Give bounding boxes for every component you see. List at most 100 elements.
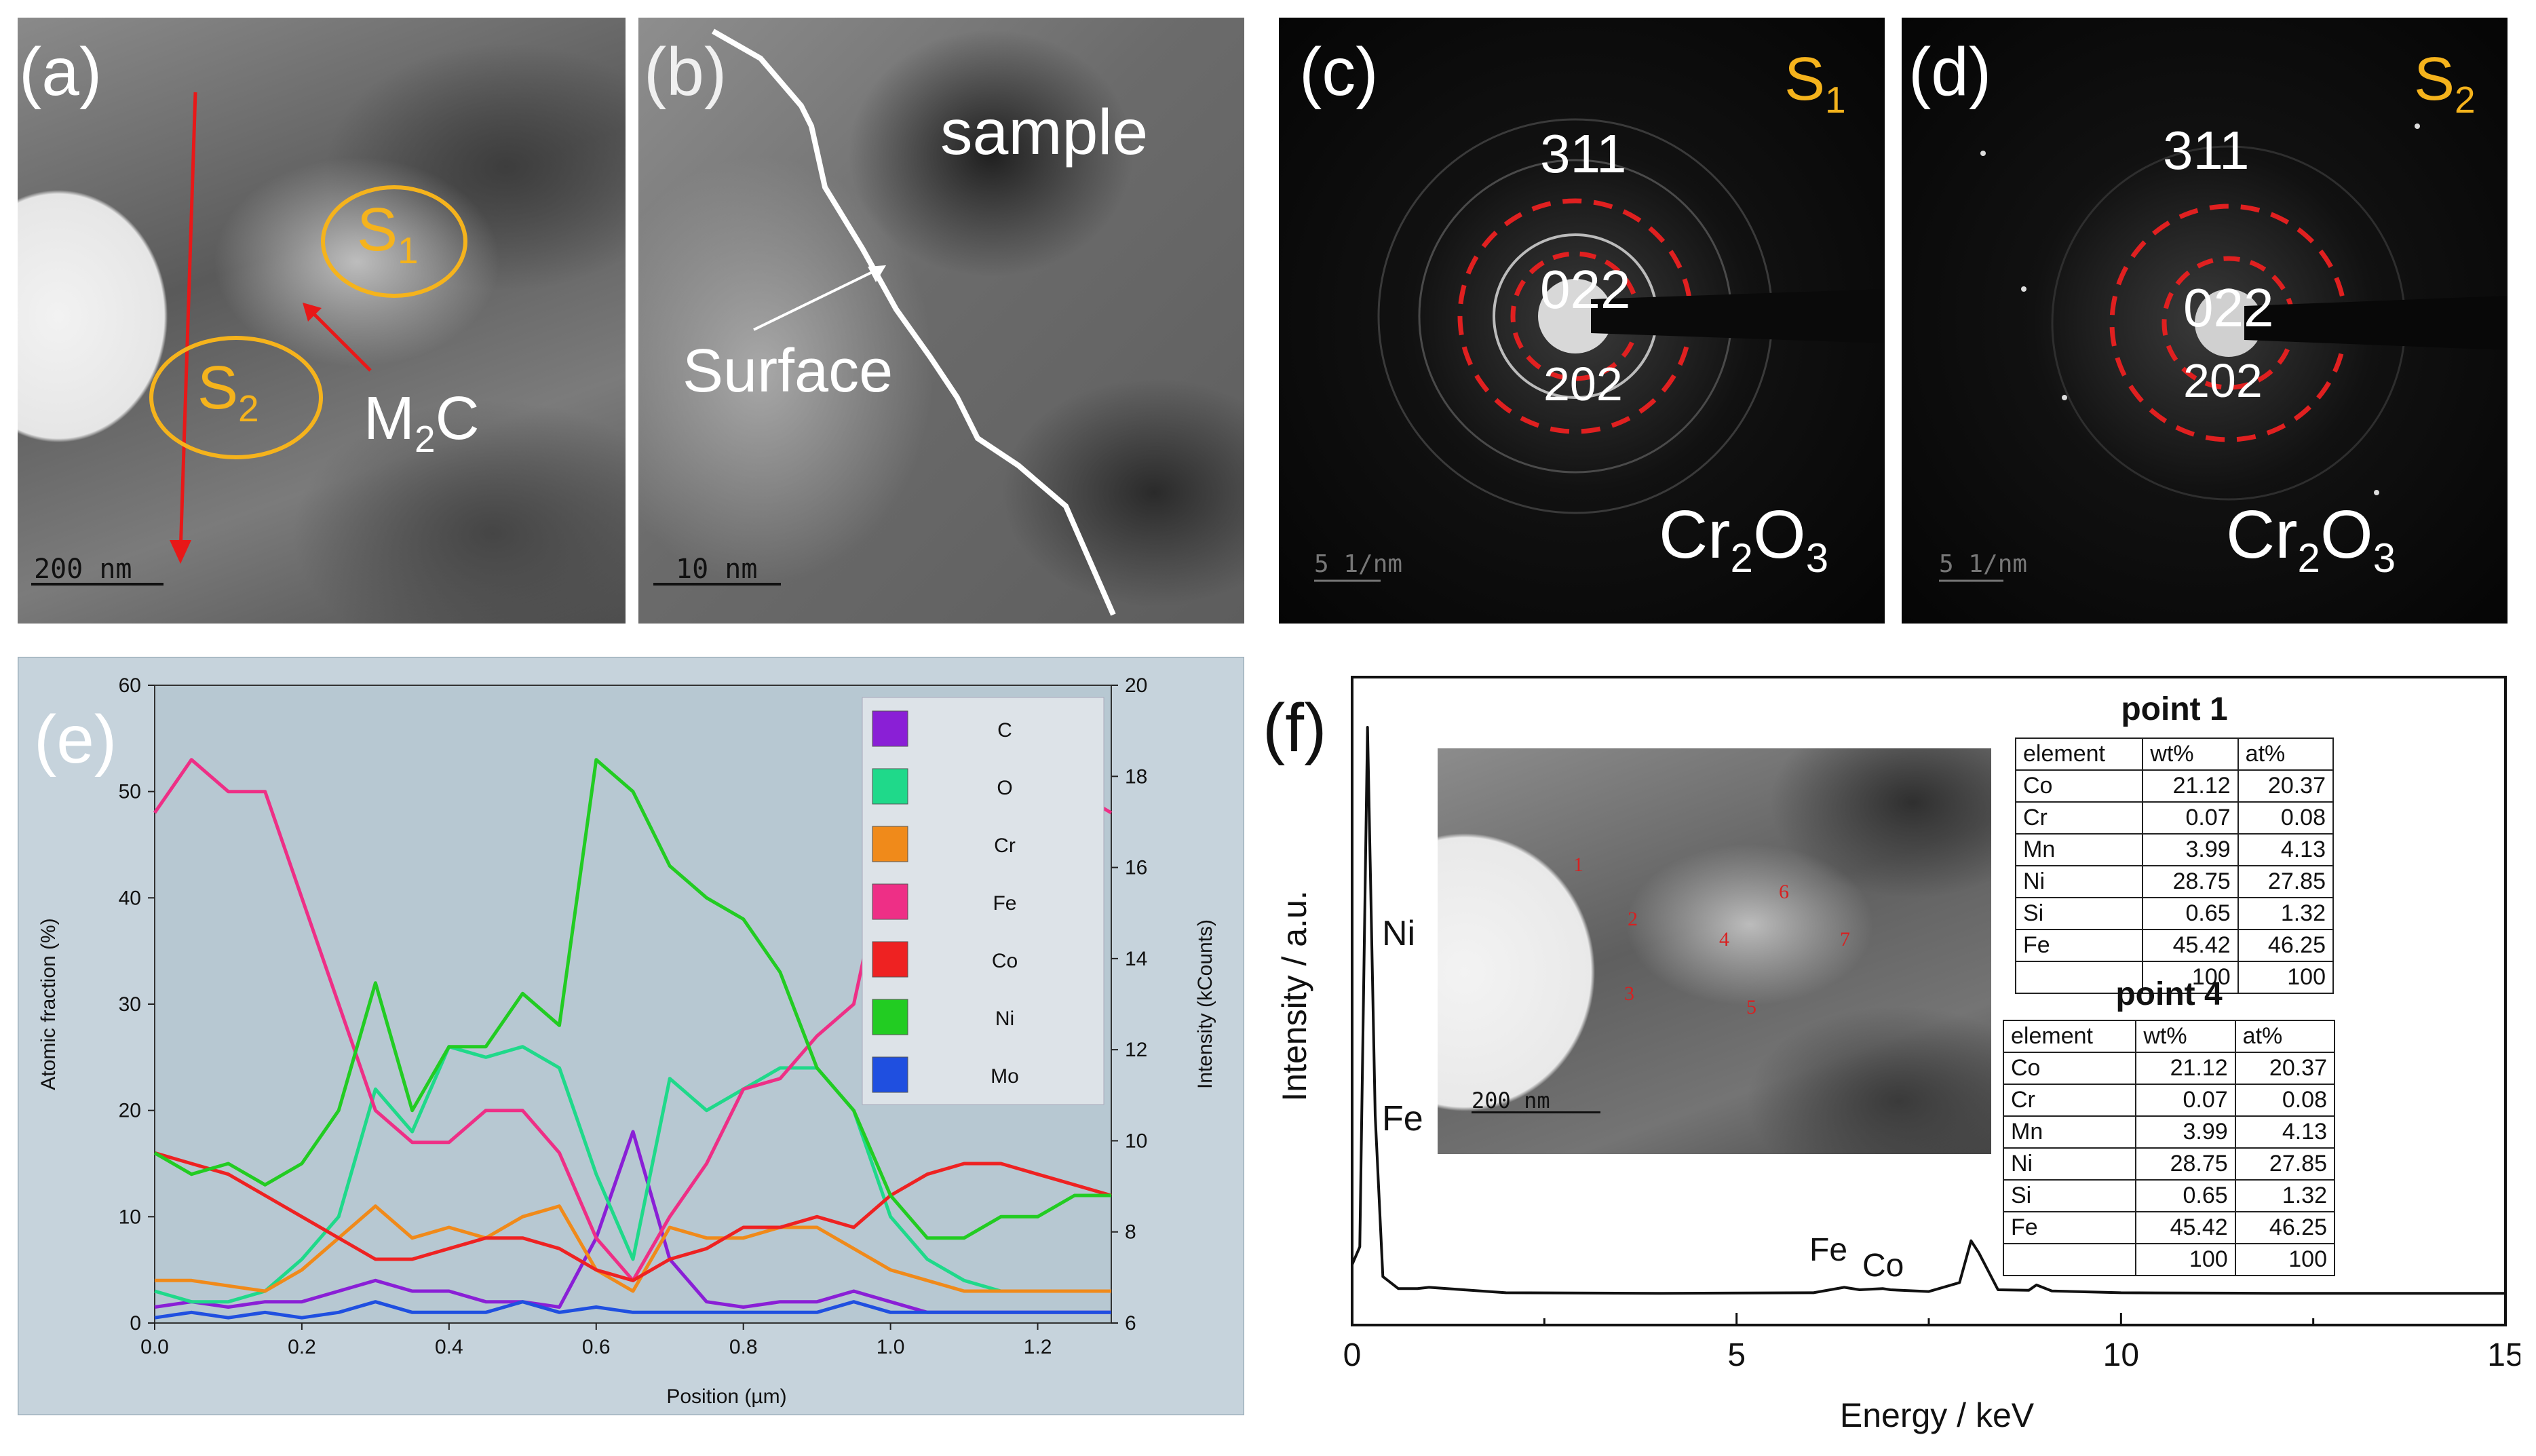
table-header-cell: wt% [2142,737,2239,771]
panel-label-a: (a) [19,34,102,110]
ring-label-022: 022 [2183,277,2274,338]
value-cell: 46.25 [2234,1211,2336,1244]
element-cell: Mn [2002,1115,2137,1149]
phase-label: Cr2O3 [1659,497,1829,581]
spectrum-line [1351,726,2505,1295]
legend-swatch-mo [872,1056,908,1093]
eds-inset-micrograph: 1 2 3 4 5 6 7 200 nm [1438,748,1991,1154]
x-tick-label: 0.4 [435,1336,463,1358]
diffraction-spot [2415,123,2420,129]
legend-label-fe: Fe [993,892,1016,915]
series-line-ni [153,758,1111,1240]
value-cell: 45.42 [2142,929,2239,962]
table-row: 100 100 [2014,961,2335,994]
y-tick-label: 30 [119,993,141,1016]
m2c-label: M2C [364,385,480,460]
legend-swatch-co [872,941,908,978]
table-row: Mn 3.99 4.13 [2014,833,2335,866]
series-line-mo [154,1300,1111,1320]
site-label: S2 [2414,45,2476,121]
value-cell: 28.75 [2142,865,2239,898]
composition-table-point-4: element wt% at% Co 21.12 20.37 Cr 0.07 0.08 Mn 3.9… [2002,1020,2336,1276]
value-cell: 3.99 [2142,833,2239,866]
surface-arrowhead [868,265,886,282]
table-row: Si 0.65 1.32 [2014,897,2335,930]
legend-swatch-ni [872,999,908,1035]
value-cell: 0.65 [2135,1179,2236,1212]
region-s1-ellipse [321,185,467,298]
value-cell: 100 [2135,1243,2236,1276]
site-label: S1 [1784,45,1846,121]
surface-arrow [753,267,880,331]
table-header-cell: element [2002,1020,2137,1053]
table-header-cell: at% [2234,1020,2336,1053]
scale-bar-label: 5 1/nm [1314,550,1403,578]
value-cell: 45.42 [2135,1211,2236,1244]
value-cell: 1.32 [2234,1179,2336,1212]
table-row: Cr 0.07 0.08 [2002,1084,2336,1117]
table-header-cell: wt% [2135,1020,2236,1053]
point-mark-4: 4 [1719,928,1729,951]
table-row: Cr 0.07 0.08 [2014,801,2335,835]
value-cell: 28.75 [2135,1147,2236,1181]
x-tick-label: 0.0 [140,1336,169,1358]
table-row: Ni 28.75 27.85 [2014,865,2335,898]
surface-label: Surface [683,337,894,405]
panel-label-e: (e) [34,702,117,778]
y2-tick-label: 16 [1125,857,1147,879]
element-cell: Cr [2002,1084,2137,1117]
table-row: 100 100 [2002,1243,2336,1276]
value-cell: 27.85 [2237,865,2335,898]
x-tick-label: 10 [2103,1337,2139,1373]
legend-label-cr: Cr [994,835,1016,857]
scale-bar-label: 10 nm [676,554,758,585]
legend-swatch-o [872,768,908,805]
table-row: Mn 3.99 4.13 [2002,1115,2336,1149]
legend-swatch-fe [872,883,908,920]
legend-label-co: Co [992,950,1018,972]
point-mark-2: 2 [1628,908,1638,930]
table-row: Co 21.12 20.37 [2002,1052,2336,1085]
value-cell: 0.08 [2237,801,2335,835]
peak-label-fe: Fe [1382,1099,1423,1138]
value-cell: 21.12 [2135,1052,2236,1085]
y2-tick-label: 10 [1125,1130,1147,1152]
value-cell: 46.25 [2237,929,2335,962]
table-title-point-1: point 1 [2121,691,2228,727]
value-cell: 4.13 [2237,833,2335,866]
panel-label-c: (c) [1299,34,1379,110]
peak-label-fe-k: Fe [1809,1232,1847,1268]
beam-stop [1591,289,1885,343]
sample-label: sample [940,96,1149,168]
value-cell: 0.08 [2234,1084,2336,1117]
y-tick-label: 60 [119,674,141,697]
value-cell: 0.65 [2142,897,2239,930]
peak-label-ni: Ni [1382,914,1415,953]
element-cell: Fe [2002,1211,2137,1244]
region-s2-ellipse [149,336,323,459]
y-axis-label: Atomic fraction (%) [37,918,60,1090]
point-mark-6: 6 [1779,881,1789,903]
series-line-cr [155,1204,1111,1293]
line-scan-chart: 0.0 0.2 0.4 0.6 0.8 1.0 1.2 0 10 20 30 40 50 60 6 8 10 12… [18,657,1244,1415]
point-mark-3: 3 [1624,982,1634,1005]
y-tick-label: 0 [130,1312,141,1335]
x-axis-label: Energy / keV [1840,1396,2035,1434]
x-tick-label: 0.6 [582,1336,611,1358]
element-cell: Si [2002,1179,2137,1212]
x-tick-label: 0 [1343,1337,1362,1373]
panel-b-hrtem-image: (b) sample Surface 10 nm [638,18,1244,624]
table-header-cell: element [2014,737,2144,771]
panel-label-d: (d) [1908,34,1992,110]
diffraction-spot [2374,490,2379,495]
value-cell: 0.07 [2135,1084,2236,1117]
value-cell: 21.12 [2142,769,2239,803]
value-cell: 4.13 [2234,1115,2336,1149]
value-cell: 27.85 [2234,1147,2336,1181]
x-tick-label: 15 [2487,1337,2520,1373]
element-cell: Si [2014,897,2144,930]
element-cell: Co [2002,1052,2137,1085]
beam-stop [2244,296,2508,350]
region-s1-label: S1 [357,196,419,271]
x-axis-label: Position (µm) [666,1385,786,1408]
